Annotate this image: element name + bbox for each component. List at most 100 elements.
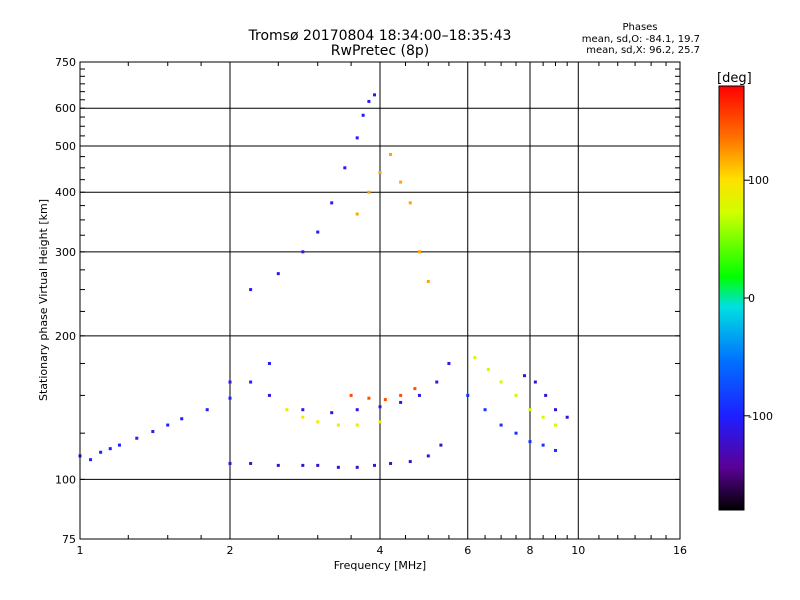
data-point	[399, 180, 403, 184]
data-point	[373, 93, 377, 97]
data-point	[523, 374, 527, 378]
data-point	[228, 461, 232, 465]
data-point	[439, 443, 443, 447]
data-point	[249, 380, 253, 384]
stats-x-mode: mean, sd,X: 96.2, 25.7	[586, 45, 700, 56]
data-point	[330, 201, 334, 205]
data-point	[228, 396, 232, 400]
y-tick-label: 400	[55, 186, 76, 199]
chart-subtitle: RwPretec (8p)	[330, 43, 430, 59]
data-point	[166, 423, 170, 427]
data-point	[301, 250, 305, 254]
data-point	[499, 380, 503, 384]
data-point	[267, 361, 271, 365]
x-tick-label: 6	[464, 544, 471, 557]
x-tick-label: 4	[377, 544, 384, 557]
data-point	[355, 212, 359, 216]
data-point	[417, 393, 421, 397]
data-point	[528, 440, 532, 444]
y-tick-label: 100	[55, 473, 76, 486]
x-tick-label: 16	[673, 544, 687, 557]
data-point	[435, 380, 439, 384]
data-point	[355, 408, 359, 412]
data-point	[367, 396, 371, 400]
colorbar-tick-label: -100	[748, 410, 773, 423]
data-point	[355, 136, 359, 140]
data-point	[276, 463, 280, 467]
data-point	[399, 393, 403, 397]
data-point	[316, 420, 320, 424]
data-point	[553, 423, 557, 427]
colorbar-tick-label: 100	[748, 174, 769, 187]
y-tick-label: 300	[55, 246, 76, 259]
data-point	[349, 393, 353, 397]
axis-ticks	[80, 61, 680, 540]
data-point	[205, 408, 209, 412]
data-point	[378, 405, 382, 409]
x-tick-labels: 1 2 4 6 8 10 16	[77, 544, 688, 557]
data-point	[249, 288, 253, 292]
data-point	[528, 408, 532, 412]
data-point	[316, 463, 320, 467]
colorbar-tick-label: 0	[748, 292, 755, 305]
y-tick-label: 750	[55, 56, 76, 69]
y-tick-label: 200	[55, 330, 76, 343]
data-point	[378, 420, 382, 424]
data-point	[426, 454, 430, 458]
data-point	[426, 279, 430, 283]
data-point	[330, 411, 334, 415]
data-point	[301, 408, 305, 412]
data-point	[249, 461, 253, 465]
data-point	[413, 387, 417, 391]
colorbar-ticks: 100 0 -100	[744, 174, 773, 423]
data-point	[541, 443, 545, 447]
data-point	[285, 408, 289, 412]
plot-frame	[79, 61, 681, 540]
data-point	[355, 423, 359, 427]
data-point	[466, 393, 470, 397]
data-point	[343, 166, 347, 170]
x-tick-label: 8	[527, 544, 534, 557]
y-tick-labels: 75 100 200 300 400 500 600 750	[55, 56, 76, 546]
data-point	[355, 465, 359, 469]
x-tick-label: 10	[571, 544, 585, 557]
colorbar-label: [deg]	[717, 71, 752, 86]
data-point	[267, 393, 271, 397]
data-point	[301, 463, 305, 467]
data-point	[514, 431, 518, 435]
data-point	[483, 408, 487, 412]
data-point	[336, 423, 340, 427]
data-point	[367, 190, 371, 194]
data-point	[383, 398, 387, 402]
data-point	[180, 417, 184, 421]
scatter-points	[78, 93, 569, 469]
data-point	[533, 380, 537, 384]
data-point	[553, 408, 557, 412]
data-point	[367, 99, 371, 103]
data-point	[553, 448, 557, 452]
colorbar	[718, 85, 745, 511]
data-point	[417, 250, 421, 254]
x-tick-label: 2	[227, 544, 234, 557]
data-point	[373, 463, 377, 467]
data-point	[486, 367, 490, 371]
data-point	[108, 447, 112, 451]
data-point	[541, 415, 545, 419]
data-point	[89, 458, 93, 462]
data-point	[151, 430, 155, 434]
data-point	[408, 201, 412, 205]
chart-title: Tromsø 20170804 18:34:00–18:35:43	[248, 28, 512, 44]
data-point	[389, 461, 393, 465]
stats-title: Phases	[622, 22, 658, 33]
data-point	[361, 113, 365, 117]
data-point	[389, 152, 393, 156]
y-tick-label: 75	[62, 533, 76, 546]
data-point	[473, 356, 477, 360]
data-point	[514, 393, 518, 397]
data-point	[378, 170, 382, 174]
data-point	[276, 272, 280, 276]
stats-o-mode: mean, sd,O: -84.1, 19.7	[581, 34, 700, 45]
data-point	[565, 415, 569, 419]
data-point	[499, 423, 503, 427]
